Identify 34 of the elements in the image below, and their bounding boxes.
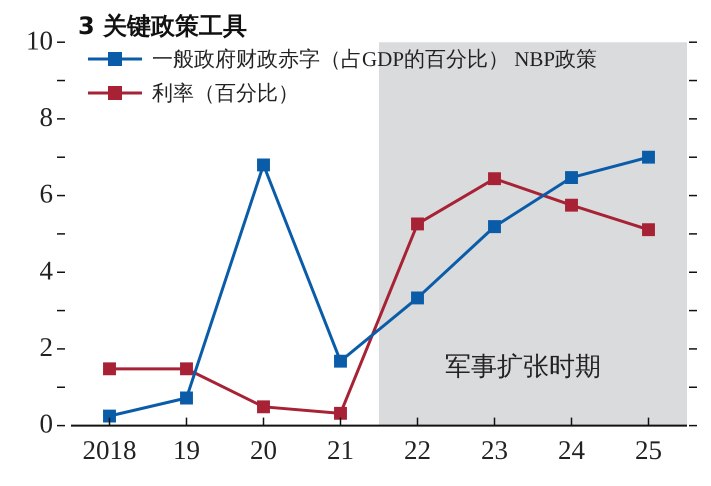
point (488, 220, 501, 234)
point (411, 217, 424, 230)
y-tick-label: 0 (40, 408, 53, 439)
band-label: 军事扩张时期 (445, 352, 601, 381)
point (334, 406, 347, 420)
point (180, 392, 193, 404)
point (642, 150, 655, 164)
point (565, 198, 578, 212)
x-tick-label: 23 (481, 434, 508, 465)
x-tick-label: 19 (173, 434, 200, 465)
chart-title: 3 关键政策工具 (78, 11, 248, 42)
point (565, 171, 578, 184)
x-tick-label: 2018 (82, 434, 136, 465)
point (257, 158, 270, 172)
point (642, 223, 655, 236)
legend-label: 一般政府财政赤字（占GDP的百分比） NBP政策 (152, 46, 598, 73)
point (257, 400, 270, 414)
y-tick-label: 4 (40, 255, 54, 286)
point (334, 354, 347, 368)
legend-label: 利率（百分比） (152, 80, 299, 107)
x-tick-label: 21 (327, 434, 354, 465)
x-tick-label: 22 (404, 434, 431, 465)
point (411, 291, 424, 304)
point (103, 410, 116, 422)
y-tick-label: 2 (40, 332, 53, 362)
x-tick-label: 20 (250, 434, 277, 465)
y-tick-label: 6 (40, 178, 53, 209)
x-tick-label: 24 (558, 434, 586, 465)
x-tick-label: 25 (635, 434, 662, 465)
y-tick-label: 8 (40, 102, 53, 132)
point (103, 362, 116, 376)
point (488, 172, 501, 186)
y-tick-label: 10 (26, 25, 53, 56)
point (180, 362, 193, 376)
